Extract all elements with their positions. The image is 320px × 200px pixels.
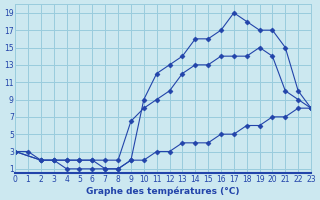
X-axis label: Graphe des températures (°C): Graphe des températures (°C) (86, 186, 240, 196)
